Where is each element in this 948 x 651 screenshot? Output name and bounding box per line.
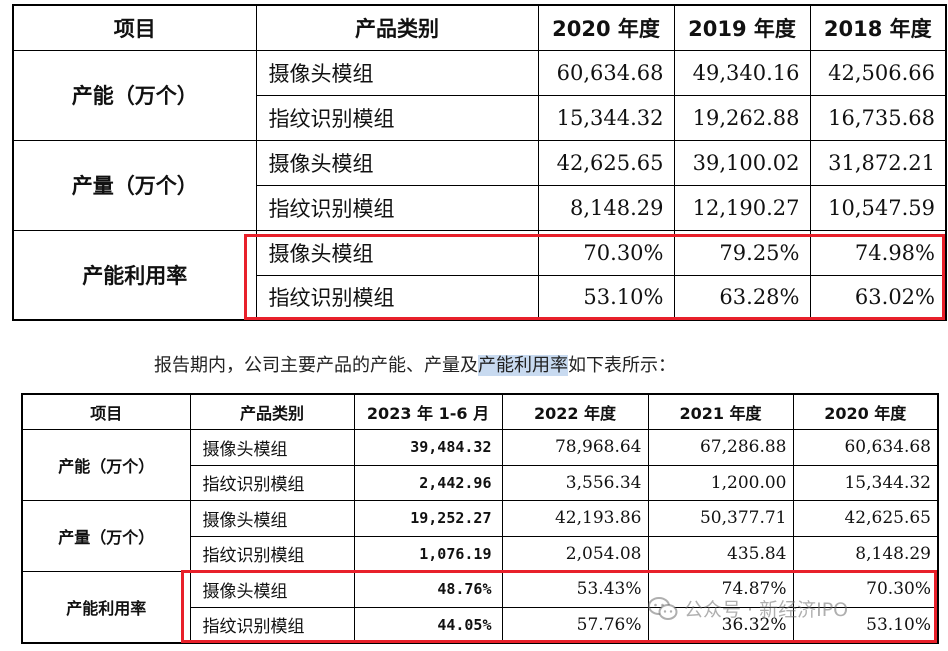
value-cell: 63.02% xyxy=(809,274,947,321)
capacity-table-2018-2020: 项目 产品类别 2020 年度 2019 年度 2018 年度 产能（万个） 摄… xyxy=(12,4,947,321)
caption-text-end: 如下表所示： xyxy=(568,355,676,376)
group-label-capacity: 产能（万个） xyxy=(21,429,191,501)
value-cell: 78,968.64 xyxy=(501,429,649,466)
value-cell: 67,286.88 xyxy=(647,429,794,466)
header-category: 产品类别 xyxy=(189,393,355,430)
value-cell-bold: 2,442.96 xyxy=(353,464,503,501)
table-row: 指纹识别模组 2,442.96 3,556.34 1,200.00 15,344… xyxy=(22,464,939,501)
value-cell: 60,634.68 xyxy=(537,49,675,96)
header-year: 2019 年度 xyxy=(673,4,811,51)
table-row: 指纹识别模组 44.05% 57.76% 36.32% 53.10% xyxy=(22,606,939,643)
value-cell: 79.25% xyxy=(673,229,811,276)
wechat-icon xyxy=(648,596,678,622)
value-cell: 49,340.16 xyxy=(673,49,811,96)
value-cell: 8,148.29 xyxy=(792,535,939,572)
value-cell: 8,148.29 xyxy=(537,184,675,231)
category-cell: 摄像头模组 xyxy=(189,500,355,537)
category-cell: 指纹识别模组 xyxy=(189,535,355,572)
group-label-capacity: 产能（万个） xyxy=(12,49,257,141)
table-row: 产量（万个） 摄像头模组 19,252.27 42,193.86 50,377.… xyxy=(21,500,939,572)
header-year: 2022 年度 xyxy=(501,393,649,430)
value-cell: 57.76% xyxy=(501,606,649,643)
value-cell: 1,200.00 xyxy=(647,464,794,501)
value-cell: 15,344.32 xyxy=(792,464,939,501)
value-cell: 42,506.66 xyxy=(809,49,947,96)
category-cell: 摄像头模组 xyxy=(255,139,539,186)
header-year: 2021 年度 xyxy=(647,393,794,430)
table-row: 指纹识别模组 1,076.19 2,054.08 435.84 8,148.29 xyxy=(22,535,939,572)
category-cell: 指纹识别模组 xyxy=(189,464,355,501)
value-cell: 15,344.32 xyxy=(537,94,675,141)
table-row: 产能（万个） 摄像头模组 39,484.32 78,968.64 67,286.… xyxy=(21,429,939,501)
value-cell: 19,262.88 xyxy=(673,94,811,141)
table-row: 产能利用率 摄像头模组 70.30% 79.25% 74.98% xyxy=(12,229,947,321)
category-cell: 摄像头模组 xyxy=(189,429,355,466)
table-header-row: 项目 产品类别 2020 年度 2019 年度 2018 年度 xyxy=(12,4,947,51)
category-cell: 指纹识别模组 xyxy=(189,606,355,643)
table-row: 指纹识别模组 53.10% 63.28% 63.02% xyxy=(13,274,947,321)
value-cell: 2,054.08 xyxy=(501,535,649,572)
value-cell-bold: 19,252.27 xyxy=(353,500,503,537)
value-cell: 53.10% xyxy=(537,274,675,321)
category-cell: 指纹识别模组 xyxy=(255,274,539,321)
value-cell: 63.28% xyxy=(673,274,811,321)
value-cell: 74.98% xyxy=(809,229,947,276)
value-cell: 70.30% xyxy=(537,229,675,276)
header-period: 2023 年 1-6 月 xyxy=(353,393,503,430)
group-label-utilization: 产能利用率 xyxy=(12,229,257,321)
value-cell: 53.43% xyxy=(501,571,649,608)
table-row: 产量（万个） 摄像头模组 42,625.65 39,100.02 31,872.… xyxy=(12,139,947,231)
caption-text: 报告期内，公司主要产品的产能、产量及 xyxy=(154,355,478,376)
value-cell: 435.84 xyxy=(647,535,794,572)
value-cell-bold: 1,076.19 xyxy=(353,535,503,572)
value-cell: 39,100.02 xyxy=(673,139,811,186)
watermark-text: 公众号 · 新经济IPO xyxy=(684,599,849,621)
group-label-output: 产量（万个） xyxy=(21,500,191,572)
group-label-utilization: 产能利用率 xyxy=(21,571,191,643)
category-cell: 指纹识别模组 xyxy=(255,94,539,141)
header-year: 2018 年度 xyxy=(809,4,947,51)
value-cell: 12,190.27 xyxy=(673,184,811,231)
value-cell: 42,625.65 xyxy=(792,500,939,537)
category-cell: 摄像头模组 xyxy=(255,49,539,96)
value-cell: 3,556.34 xyxy=(501,464,649,501)
category-cell: 指纹识别模组 xyxy=(255,184,539,231)
header-item: 项目 xyxy=(21,393,191,430)
value-cell: 50,377.71 xyxy=(647,500,794,537)
header-category: 产品类别 xyxy=(255,4,539,51)
value-cell: 10,547.59 xyxy=(809,184,947,231)
table-caption: 报告期内，公司主要产品的产能、产量及产能利用率如下表所示： xyxy=(154,351,676,377)
value-cell: 60,634.68 xyxy=(792,429,939,466)
category-cell: 摄像头模组 xyxy=(189,571,355,608)
table-row: 产能（万个） 摄像头模组 60,634.68 49,340.16 42,506.… xyxy=(12,49,947,141)
capacity-table-2020-2023h1: 项目 产品类别 2023 年 1-6 月 2022 年度 2021 年度 202… xyxy=(21,393,939,644)
group-label-output: 产量（万个） xyxy=(12,139,257,231)
value-cell: 16,735.68 xyxy=(809,94,947,141)
value-cell-bold: 39,484.32 xyxy=(353,429,503,466)
header-year: 2020 年度 xyxy=(792,393,939,430)
value-cell: 42,625.65 xyxy=(537,139,675,186)
value-cell: 42,193.86 xyxy=(501,500,649,537)
header-year: 2020 年度 xyxy=(537,4,675,51)
table-header-row: 项目 产品类别 2023 年 1-6 月 2022 年度 2021 年度 202… xyxy=(21,393,939,430)
value-cell-bold: 44.05% xyxy=(353,606,503,643)
value-cell: 74.87% xyxy=(647,571,794,608)
header-item: 项目 xyxy=(12,4,257,51)
value-cell: 31,872.21 xyxy=(809,139,947,186)
category-cell: 摄像头模组 xyxy=(255,229,539,276)
table-row: 产能利用率 摄像头模组 48.76% 53.43% 74.87% 70.30% xyxy=(21,571,939,643)
watermark: 公众号 · 新经济IPO xyxy=(648,595,848,622)
caption-highlighted-term: 产能利用率 xyxy=(478,355,568,376)
value-cell-bold: 48.76% xyxy=(353,571,503,608)
